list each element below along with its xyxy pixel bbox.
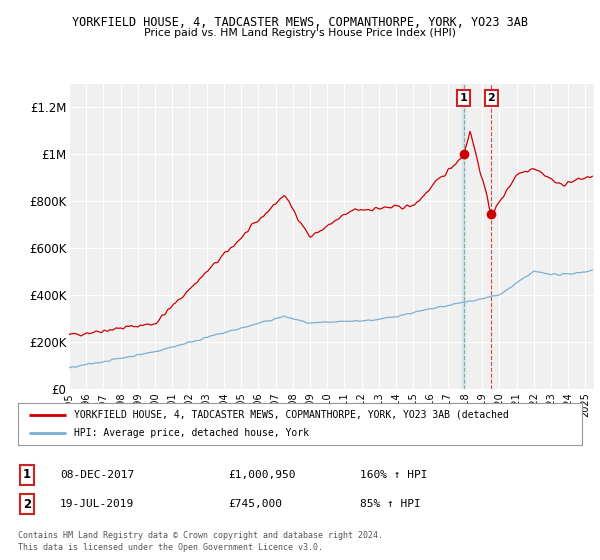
- Text: 1: 1: [460, 93, 467, 103]
- Text: £1,000,950: £1,000,950: [228, 470, 296, 480]
- Text: 1: 1: [23, 468, 31, 482]
- Text: This data is licensed under the Open Government Licence v3.0.: This data is licensed under the Open Gov…: [18, 543, 323, 552]
- Text: 08-DEC-2017: 08-DEC-2017: [60, 470, 134, 480]
- Text: HPI: Average price, detached house, York: HPI: Average price, detached house, York: [74, 428, 310, 438]
- Text: Contains HM Land Registry data © Crown copyright and database right 2024.: Contains HM Land Registry data © Crown c…: [18, 531, 383, 540]
- Text: Price paid vs. HM Land Registry's House Price Index (HPI): Price paid vs. HM Land Registry's House …: [144, 28, 456, 38]
- Text: 2: 2: [488, 93, 495, 103]
- Text: 2: 2: [23, 497, 31, 511]
- Text: 85% ↑ HPI: 85% ↑ HPI: [360, 499, 421, 509]
- Text: 160% ↑ HPI: 160% ↑ HPI: [360, 470, 427, 480]
- Text: YORKFIELD HOUSE, 4, TADCASTER MEWS, COPMANTHORPE, YORK, YO23 3AB: YORKFIELD HOUSE, 4, TADCASTER MEWS, COPM…: [72, 16, 528, 29]
- Text: YORKFIELD HOUSE, 4, TADCASTER MEWS, COPMANTHORPE, YORK, YO23 3AB (detached: YORKFIELD HOUSE, 4, TADCASTER MEWS, COPM…: [74, 410, 509, 420]
- Text: 19-JUL-2019: 19-JUL-2019: [60, 499, 134, 509]
- Bar: [463, 84, 465, 389]
- Text: £745,000: £745,000: [228, 499, 282, 509]
